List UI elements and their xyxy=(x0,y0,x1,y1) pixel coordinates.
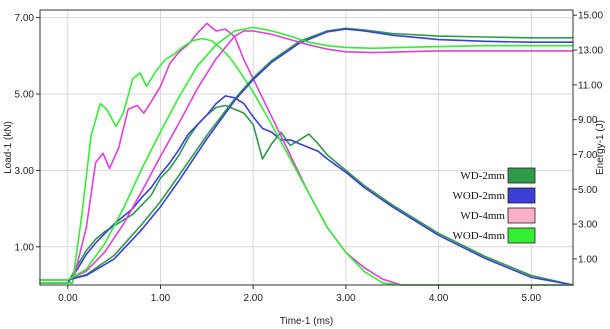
left-tick-label-1: 3.00 xyxy=(15,166,35,177)
grid xyxy=(40,10,573,285)
series-energy-wod-4mm xyxy=(39,26,574,281)
right-tick-label-3: 7.00 xyxy=(578,150,598,161)
legend-label-1: WOD-2mm xyxy=(452,190,505,202)
series-load-wd-4mm xyxy=(39,22,574,286)
right-tick-label-1: 3.00 xyxy=(578,220,598,231)
left-tick-label-3: 7.00 xyxy=(15,13,35,24)
legend-swatch-2 xyxy=(507,207,536,224)
right-tick-label-7: 15.00 xyxy=(578,11,603,22)
series-energy-wod-2mm xyxy=(39,28,574,281)
left-tick-label-0: 1.00 xyxy=(15,242,35,253)
series-load-wod-2mm xyxy=(39,95,574,286)
right-tick-label-6: 13.00 xyxy=(578,46,603,57)
series-energy-wd-4mm xyxy=(39,30,574,281)
right-tick-label-0: 1.00 xyxy=(578,254,598,265)
legend-swatch-3 xyxy=(507,227,536,244)
legend: WD-2mm WOD-2mm WD-4mm WOD-4mm xyxy=(452,167,536,244)
series-energy-wd-2mm xyxy=(39,27,574,281)
legend-label-0: WD-2mm xyxy=(460,170,505,182)
series-load-wod-4mm xyxy=(39,37,574,286)
legend-swatch-1 xyxy=(507,187,536,204)
right-tick-label-2: 5.00 xyxy=(578,185,598,196)
legend-swatch-0 xyxy=(507,167,536,184)
x-tick-label-2: 2.00 xyxy=(243,293,263,304)
x-axis-title: Time-1 (ms) xyxy=(280,316,334,327)
series-layer xyxy=(39,22,574,286)
right-tick-label-4: 9.00 xyxy=(578,115,598,126)
plot-frame xyxy=(39,9,574,286)
x-tick-label-3: 3.00 xyxy=(336,293,356,304)
left-tick-label-2: 5.00 xyxy=(15,90,35,101)
right-axis-title: Energy-1 (J) xyxy=(595,120,606,175)
x-tick-label-5: 5.00 xyxy=(522,293,542,304)
x-axis-ticks: 0.00 1.00 2.00 3.00 4.00 5.00 xyxy=(58,285,541,304)
x-tick-label-0: 0.00 xyxy=(58,293,78,304)
right-axis-ticks: 1.00 3.00 5.00 7.00 9.00 11.00 13.00 15.00 xyxy=(573,11,603,265)
legend-label-3: WOD-4mm xyxy=(452,230,505,242)
right-tick-label-5: 11.00 xyxy=(578,80,603,91)
x-tick-label-4: 4.00 xyxy=(429,293,449,304)
left-axis-title: Load-1 (kN) xyxy=(3,121,14,174)
left-axis-ticks: 1.00 3.00 5.00 7.00 xyxy=(15,13,40,253)
x-tick-label-1: 1.00 xyxy=(151,293,171,304)
legend-label-2: WD-4mm xyxy=(460,210,505,222)
